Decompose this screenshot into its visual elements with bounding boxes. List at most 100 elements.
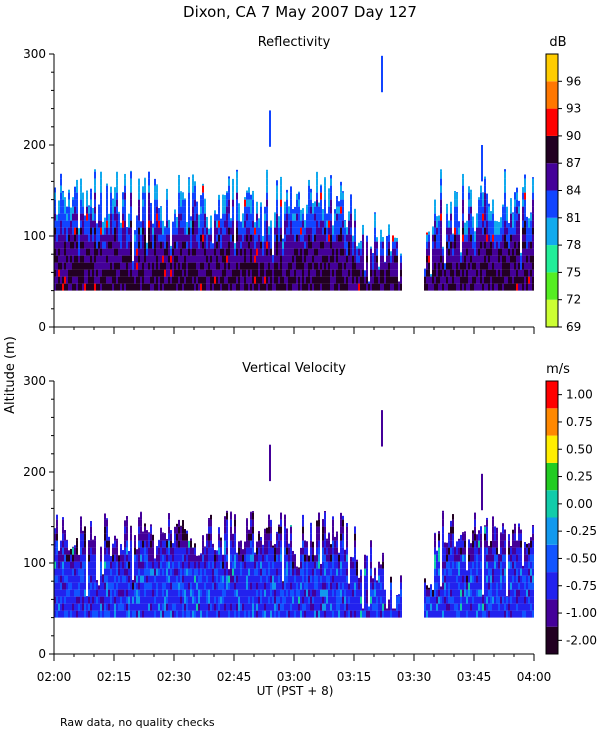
data-cell <box>266 603 268 611</box>
data-cell <box>314 589 316 597</box>
data-cell <box>232 220 234 228</box>
data-cell <box>262 241 264 249</box>
data-cell <box>216 561 218 569</box>
data-cell <box>510 227 512 235</box>
data-cell <box>214 220 216 228</box>
data-cell <box>352 568 354 576</box>
data-cell <box>324 533 326 541</box>
data-cell <box>124 234 126 242</box>
data-cell <box>204 276 206 284</box>
data-cell <box>334 610 336 618</box>
data-cell <box>66 568 68 576</box>
data-cell <box>194 262 196 270</box>
data-cell <box>280 255 282 263</box>
data-cell <box>454 220 456 228</box>
data-cell <box>156 184 158 186</box>
data-cell <box>106 276 108 284</box>
data-cell <box>320 234 322 242</box>
data-cell <box>188 547 190 555</box>
data-cell <box>236 575 238 583</box>
data-cell <box>226 227 228 235</box>
data-cell <box>322 283 324 291</box>
data-cell <box>378 596 380 604</box>
data-cell <box>146 248 148 256</box>
data-cell <box>434 540 436 548</box>
data-cell <box>220 561 222 569</box>
data-cell <box>80 199 82 207</box>
data-cell <box>70 262 72 270</box>
data-cell <box>354 227 356 235</box>
data-cell <box>70 582 72 590</box>
data-cell <box>58 241 60 249</box>
data-cell <box>106 262 108 270</box>
data-cell <box>176 241 178 249</box>
data-cell <box>494 241 496 249</box>
data-cell <box>360 276 362 284</box>
data-cell <box>348 220 350 228</box>
data-cell <box>302 603 304 611</box>
data-cell <box>66 276 68 284</box>
data-cell <box>506 213 508 221</box>
colorbar-label: 75 <box>566 265 581 279</box>
data-cell <box>142 276 144 284</box>
data-cell <box>82 554 84 562</box>
data-cell <box>294 575 296 583</box>
data-cell <box>266 610 268 618</box>
data-cell <box>236 276 238 284</box>
data-cell <box>338 255 340 263</box>
data-cell <box>378 575 380 583</box>
data-cell <box>306 227 308 235</box>
data-cell <box>478 227 480 235</box>
data-cell <box>322 518 324 520</box>
data-cell <box>136 568 138 576</box>
data-cell <box>468 262 470 270</box>
data-cell <box>232 227 234 235</box>
data-cell <box>124 220 126 228</box>
data-cell <box>218 199 220 207</box>
data-cell <box>152 596 154 604</box>
data-cell <box>368 610 370 618</box>
data-cell <box>446 255 448 263</box>
data-cell <box>184 529 186 534</box>
data-cell <box>264 227 266 235</box>
data-cell <box>62 192 64 200</box>
data-cell <box>170 262 172 270</box>
data-cell <box>504 192 506 200</box>
colorbar-segment <box>546 108 558 136</box>
data-cell <box>316 520 318 527</box>
data-cell <box>250 561 252 569</box>
data-cell <box>332 255 334 263</box>
data-cell <box>524 276 526 284</box>
y-tick-label: 200 <box>23 138 46 152</box>
data-cell <box>182 283 184 291</box>
data-cell <box>146 589 148 597</box>
data-cell <box>284 206 286 214</box>
data-cell <box>298 610 300 618</box>
data-cell <box>510 220 512 228</box>
data-cell <box>230 547 232 555</box>
data-cell <box>306 283 308 291</box>
data-cell <box>208 568 210 576</box>
data-cell <box>328 276 330 284</box>
data-cell <box>478 199 480 207</box>
data-cell <box>262 544 264 548</box>
data-cell <box>196 582 198 590</box>
data-cell <box>450 596 452 604</box>
data-cell <box>346 540 348 548</box>
data-cell <box>242 610 244 618</box>
data-cell <box>294 596 296 604</box>
data-cell <box>90 610 92 618</box>
data-cell <box>390 255 392 263</box>
data-cell <box>280 220 282 228</box>
data-cell <box>504 241 506 249</box>
data-cell <box>468 255 470 263</box>
data-cell <box>314 262 316 270</box>
data-cell <box>302 262 304 270</box>
data-cell <box>516 269 518 277</box>
data-cell <box>100 610 102 618</box>
data-cell <box>218 582 220 590</box>
data-cell <box>320 269 322 277</box>
data-cell <box>318 248 320 256</box>
data-cell <box>206 568 208 576</box>
data-cell <box>288 603 290 611</box>
